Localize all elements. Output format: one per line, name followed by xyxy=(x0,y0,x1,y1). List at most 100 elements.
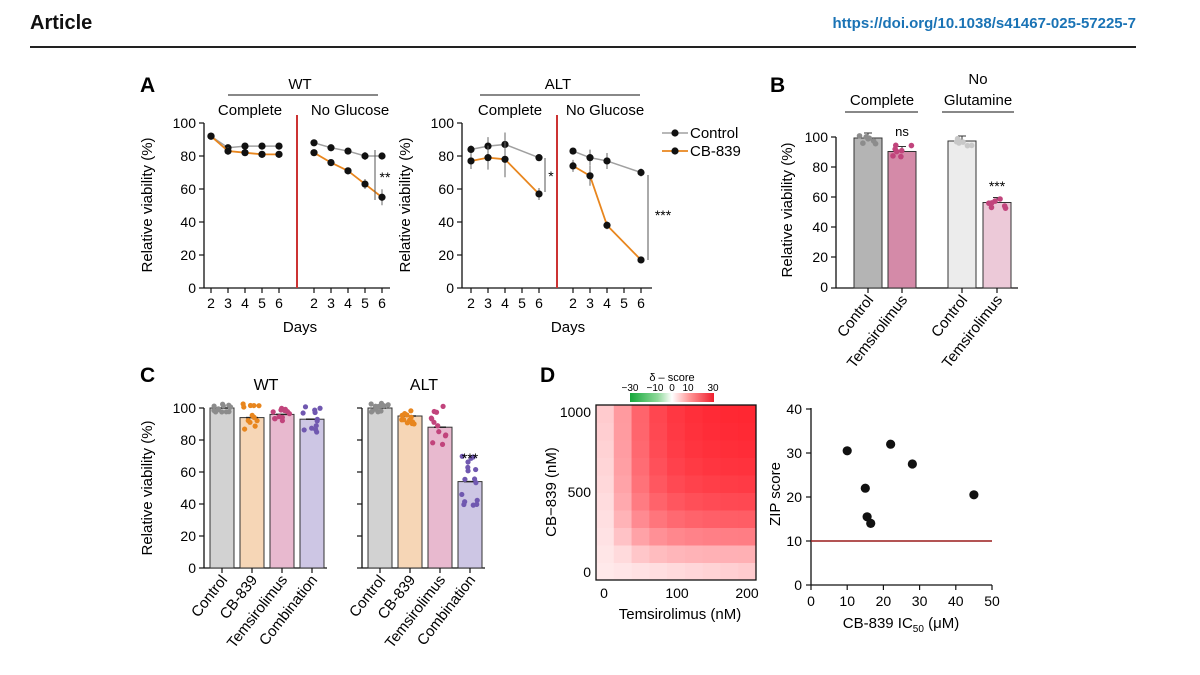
header-divider xyxy=(30,46,1136,48)
heatmap-cell xyxy=(596,510,615,528)
b-ytick: 0 xyxy=(820,279,828,295)
CB-839-data-point xyxy=(361,180,369,188)
heatmap-cell xyxy=(631,492,650,511)
replicate-point xyxy=(459,453,465,459)
x-tick-label: 3 xyxy=(586,295,594,311)
heatmap-cell xyxy=(738,492,757,511)
heatmap-cell xyxy=(720,475,739,493)
heatmap-legend-title: δ – score xyxy=(649,372,694,384)
heatmap-cell xyxy=(613,457,633,476)
replicate-point xyxy=(254,418,260,424)
b-ytick: 80 xyxy=(812,159,828,175)
CB-839-series-line xyxy=(572,165,642,261)
replicate-point xyxy=(968,142,975,149)
CB-839-data-point xyxy=(275,150,283,158)
heatmap-xlabel: Temsirolimus (nM) xyxy=(619,606,742,623)
replicate-point xyxy=(471,476,478,482)
replicate-point xyxy=(964,142,971,149)
panel-c-letter: C xyxy=(140,364,155,387)
heatmap-cell xyxy=(720,440,739,458)
heatmap-xtick: 100 xyxy=(665,585,689,601)
CB-839-data-point xyxy=(569,162,577,170)
heatmap-cell xyxy=(720,457,739,476)
replicate-point xyxy=(997,196,1003,202)
wt-ytick: 0 xyxy=(188,280,196,296)
Control-series-line xyxy=(572,150,642,174)
wt-title: WT xyxy=(288,76,311,93)
c-ytick: 80 xyxy=(180,432,196,448)
x-tick-label: 50 xyxy=(984,593,1000,609)
replicate-point xyxy=(407,417,413,423)
heatmap-cell xyxy=(596,545,615,563)
replicate-point xyxy=(436,429,442,435)
Control-data-point xyxy=(467,145,475,153)
heatmap-cell xyxy=(631,475,650,493)
x-tick-label: 3 xyxy=(327,295,335,311)
scatter-point xyxy=(866,518,876,529)
heatmap-cell xyxy=(738,457,757,476)
Control-data-point xyxy=(327,144,335,152)
Control-data-point xyxy=(241,142,249,150)
wt-xlabel: Days xyxy=(283,319,317,336)
replicate-point xyxy=(219,409,225,415)
heatmap-cell xyxy=(702,492,721,511)
replicate-point xyxy=(241,404,247,410)
heatmap-cell xyxy=(631,405,650,423)
heatmap-cell xyxy=(596,562,615,581)
heatmap-cell xyxy=(720,527,739,546)
y-tick-label: 20 xyxy=(786,489,802,505)
heatmap-cell xyxy=(684,422,704,441)
heatmap-cell xyxy=(702,545,721,563)
y-tick-label: 40 xyxy=(786,401,802,417)
Control-data-point xyxy=(603,157,611,165)
Control-data-point xyxy=(586,154,594,162)
heatmap-cell xyxy=(649,562,668,581)
heatmap-frame xyxy=(595,404,757,581)
heatmap-legend-tick: 10 xyxy=(682,383,694,394)
wt-ytick: 100 xyxy=(173,115,197,131)
replicate-point xyxy=(309,425,315,431)
alt-ytick: 80 xyxy=(438,148,454,164)
panel-c: C Relative viability (%) 100 80 60 40 20… xyxy=(139,364,485,651)
heatmap-cell xyxy=(649,457,668,476)
b-sig-label: *** xyxy=(989,178,1006,194)
heatmap-cell xyxy=(684,527,704,546)
doi-link[interactable]: https://doi.org/10.1038/s41467-025-57225… xyxy=(832,15,1137,32)
replicate-point xyxy=(898,147,905,154)
alt-line-plot xyxy=(467,132,645,264)
heatmap-cell xyxy=(596,405,615,423)
panel-a-ylabel: Relative viability (%) xyxy=(139,137,156,272)
heatmap-cell xyxy=(684,562,704,581)
wt-noglucose-label: No Glucose xyxy=(311,102,389,119)
replicate-point xyxy=(312,407,318,413)
heatmap-cell xyxy=(702,527,721,546)
b-sig-ns: ns xyxy=(895,124,909,139)
replicate-point xyxy=(408,408,414,414)
replicate-point xyxy=(856,133,863,139)
CB-839-data-point xyxy=(344,167,352,175)
replicate-point xyxy=(279,414,285,421)
Control-series-line xyxy=(470,143,540,159)
replicate-point xyxy=(992,198,998,204)
legend-control-marker xyxy=(671,129,679,137)
heatmap-cell xyxy=(738,440,757,458)
heatmap-cell xyxy=(702,510,721,528)
x-tick-label: 5 xyxy=(518,295,526,311)
replicate-point xyxy=(227,404,234,410)
replicate-point xyxy=(433,409,440,415)
wt-ytick: 40 xyxy=(180,214,196,230)
panel-b-ylabel: Relative viability (%) xyxy=(779,142,796,277)
replicate-point xyxy=(302,404,309,410)
replicate-point xyxy=(440,403,446,409)
heatmap-cell xyxy=(631,527,650,546)
y-tick-label: 30 xyxy=(786,445,802,461)
y-tick-label: 10 xyxy=(786,533,802,549)
heatmap-cell xyxy=(613,562,633,581)
replicate-point xyxy=(986,200,992,206)
x-tick-label: 6 xyxy=(378,295,386,311)
heatmap-cell xyxy=(667,562,686,581)
x-tick-label: 0 xyxy=(807,593,815,609)
Control-data-point xyxy=(378,152,386,160)
heatmap-cell xyxy=(667,527,686,546)
bar xyxy=(947,140,977,289)
